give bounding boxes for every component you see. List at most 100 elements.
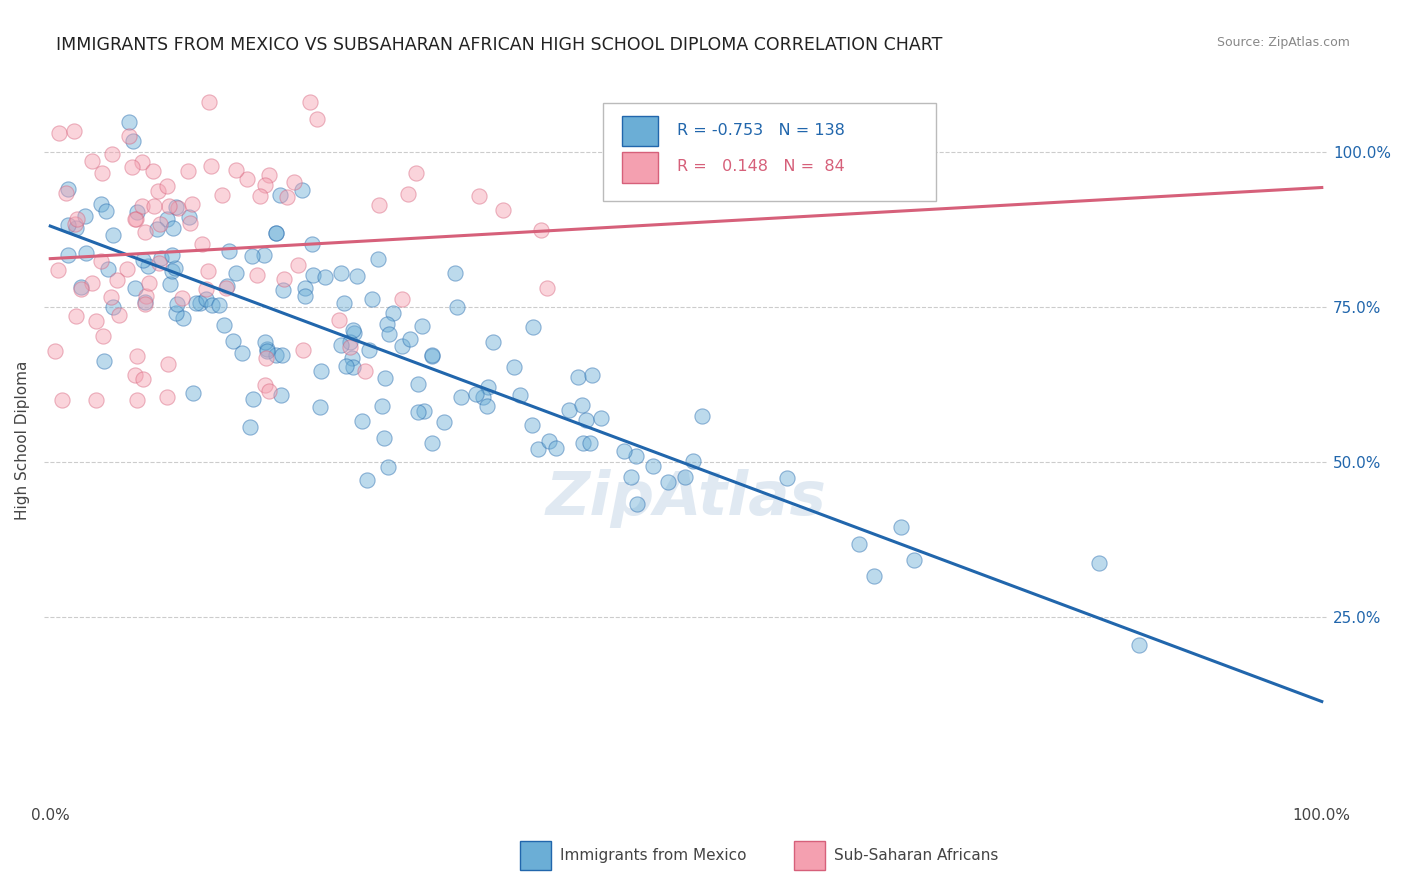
Point: [343, 326, 366, 340]
Point: [420, 348, 443, 362]
Point: [302, 268, 325, 282]
Point: [391, 339, 413, 353]
Point: [212, 318, 235, 332]
Point: [690, 409, 713, 424]
Point: [80, 276, 103, 290]
Point: [446, 300, 468, 314]
Point: [406, 376, 429, 391]
Point: [396, 186, 419, 201]
Point: [294, 281, 316, 295]
Point: [195, 292, 218, 306]
Point: [374, 370, 396, 384]
Point: [84, 313, 107, 327]
Point: [530, 222, 553, 236]
Point: [354, 364, 377, 378]
Point: [157, 357, 180, 371]
Point: [301, 237, 323, 252]
Point: [150, 251, 173, 265]
Point: [156, 178, 179, 193]
Point: [377, 459, 399, 474]
Point: [420, 435, 443, 450]
Point: [370, 399, 392, 413]
Point: [572, 435, 595, 450]
Point: [567, 369, 589, 384]
Point: [239, 420, 262, 434]
Point: [339, 334, 361, 349]
Point: [271, 283, 294, 297]
Point: [180, 196, 202, 211]
Point: [546, 441, 568, 455]
Point: [641, 459, 664, 474]
Point: [179, 216, 201, 230]
Point: [537, 434, 560, 448]
FancyBboxPatch shape: [603, 103, 936, 201]
Point: [165, 306, 187, 320]
Point: [134, 297, 156, 311]
Point: [420, 349, 443, 363]
Point: [257, 168, 280, 182]
Point: [118, 128, 141, 143]
Point: [115, 262, 138, 277]
Point: [156, 390, 179, 404]
Point: [254, 334, 277, 349]
Point: [776, 471, 799, 485]
Point: [44, 343, 66, 358]
Y-axis label: High School Diploma: High School Diploma: [15, 361, 30, 520]
Point: [162, 220, 184, 235]
Point: [166, 296, 188, 310]
Point: [367, 252, 389, 267]
Point: [411, 318, 433, 333]
Point: [124, 368, 146, 382]
Point: [97, 261, 120, 276]
Point: [329, 266, 352, 280]
Point: [339, 340, 361, 354]
Point: [472, 390, 495, 404]
Point: [101, 228, 124, 243]
Point: [162, 248, 184, 262]
Point: [93, 329, 115, 343]
Point: [256, 343, 278, 358]
Point: [433, 415, 456, 429]
Point: [208, 298, 231, 312]
Text: R =   0.148   N =  84: R = 0.148 N = 84: [678, 160, 845, 174]
Point: [222, 334, 245, 348]
Point: [131, 199, 153, 213]
Point: [163, 261, 186, 276]
Point: [657, 475, 679, 490]
Point: [464, 387, 486, 401]
Point: [287, 258, 309, 272]
Point: [522, 320, 544, 334]
Point: [520, 417, 543, 432]
Point: [188, 295, 211, 310]
Point: [309, 364, 332, 378]
Point: [253, 178, 276, 193]
Point: [131, 155, 153, 169]
Point: [256, 342, 278, 356]
Point: [69, 280, 91, 294]
Point: [477, 379, 499, 393]
Point: [575, 413, 598, 427]
Point: [100, 290, 122, 304]
Point: [149, 217, 172, 231]
Point: [624, 450, 647, 464]
Point: [346, 269, 368, 284]
Point: [56, 247, 79, 261]
Point: [138, 276, 160, 290]
Text: Immigrants from Mexico: Immigrants from Mexico: [560, 848, 747, 863]
Point: [55, 186, 77, 201]
Point: [225, 266, 247, 280]
Point: [148, 256, 170, 270]
Point: [412, 404, 434, 418]
Point: [242, 392, 264, 406]
Point: [377, 317, 399, 331]
Point: [242, 249, 264, 263]
Point: [134, 294, 156, 309]
Point: [58, 218, 80, 232]
Point: [253, 377, 276, 392]
Point: [581, 368, 603, 382]
Point: [257, 384, 280, 399]
Point: [408, 405, 430, 419]
Point: [195, 282, 218, 296]
Point: [270, 388, 292, 402]
Point: [273, 272, 295, 286]
